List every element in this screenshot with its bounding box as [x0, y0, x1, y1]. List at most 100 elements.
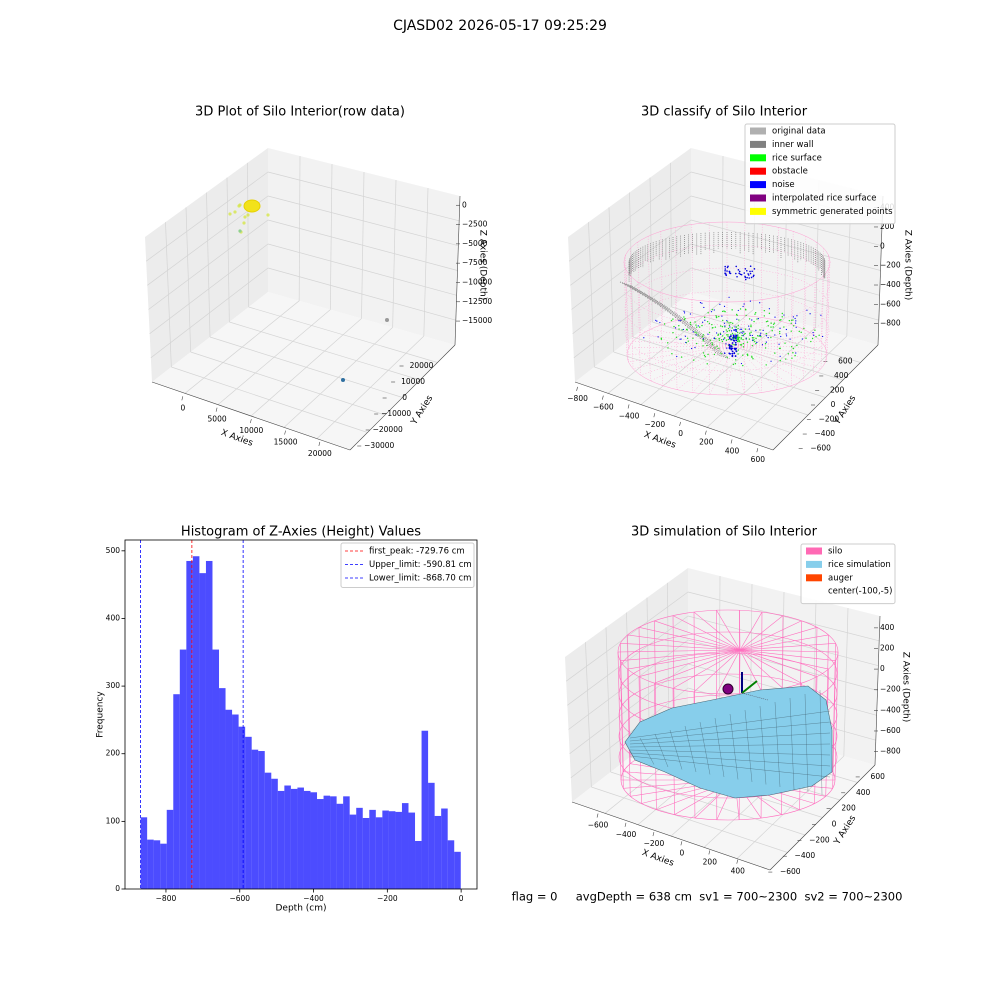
decor-point	[773, 322, 776, 324]
decor-point	[671, 352, 673, 355]
decor-point	[748, 338, 751, 340]
decor-point	[703, 354, 706, 357]
decor-point	[790, 319, 793, 321]
decor-point	[815, 335, 817, 338]
decor-point	[656, 320, 658, 322]
z-tick-label: −400	[880, 705, 901, 714]
decor	[691, 299, 694, 393]
decor-point	[694, 346, 696, 349]
decor-point	[697, 325, 699, 327]
decor-point	[731, 309, 733, 311]
decor-point	[735, 272, 737, 275]
decor-point	[744, 308, 747, 311]
decor-point	[737, 349, 739, 351]
x-tick-mark	[756, 448, 759, 453]
decor	[649, 299, 663, 305]
decor	[734, 317, 762, 346]
decor-point	[707, 333, 709, 335]
decor	[684, 325, 698, 330]
decor-point	[728, 324, 731, 327]
decor-point	[706, 320, 709, 323]
decor-point	[740, 331, 742, 333]
bar	[408, 812, 416, 889]
decor-point	[742, 305, 744, 308]
decor-point	[765, 335, 768, 337]
decor	[744, 222, 746, 316]
x-tick-label: 200	[703, 857, 718, 866]
decor-point	[760, 335, 762, 338]
decor	[739, 634, 829, 651]
legend-swatch	[750, 207, 766, 215]
decor-point	[702, 352, 705, 354]
decor-point	[743, 333, 745, 336]
decor-point	[735, 334, 738, 337]
decor	[734, 344, 828, 356]
bar	[251, 749, 259, 889]
decor	[707, 344, 720, 350]
decor-point	[795, 320, 797, 322]
legend-box	[744, 123, 896, 225]
decor-point	[727, 327, 730, 330]
decor-point	[750, 325, 752, 328]
decor	[734, 344, 826, 349]
decor-point	[795, 326, 797, 328]
pane-grid-line	[573, 267, 692, 359]
decor-point	[683, 316, 685, 318]
decor-point	[679, 338, 681, 340]
decor	[623, 261, 628, 356]
decor-point	[734, 347, 737, 350]
bar	[225, 709, 233, 889]
y-tick-label: −600	[780, 867, 801, 876]
decor	[624, 290, 830, 372]
pane-grid-line	[690, 267, 879, 321]
decor	[739, 649, 802, 684]
decor-point	[729, 345, 731, 347]
decor-point	[792, 316, 794, 318]
decor-point	[744, 278, 747, 281]
x-tick-mark	[624, 822, 627, 827]
decor	[617, 649, 741, 653]
decor-point	[691, 347, 693, 350]
axis-line	[874, 615, 881, 766]
decor	[629, 743, 831, 748]
decor-point	[731, 350, 734, 353]
bar	[303, 790, 311, 889]
x-tick-label: −400	[619, 411, 640, 420]
decor-point	[765, 332, 768, 335]
decor-point	[670, 319, 673, 322]
decor-point	[237, 204, 241, 208]
chart-title: 3D simulation of Silo Interior	[631, 525, 818, 540]
bar	[245, 736, 252, 889]
decor-point	[702, 338, 705, 341]
decor-point	[678, 325, 680, 327]
decor-point	[822, 335, 824, 338]
pane-grid-line	[267, 267, 456, 321]
bar	[336, 803, 344, 889]
decor-point	[704, 319, 706, 321]
z-tick-label: −200	[880, 685, 901, 694]
figure-title: CJASD02 2026-05-17 09:25:29	[393, 18, 607, 34]
decor-point	[707, 353, 709, 356]
decor-point	[710, 311, 713, 313]
decor	[650, 344, 736, 381]
decor	[825, 255, 829, 349]
legend-swatch	[806, 560, 822, 568]
decor-point	[736, 275, 738, 278]
decor	[625, 268, 629, 362]
decor-point	[744, 328, 747, 330]
z-tick-label: 0	[462, 200, 467, 209]
decor-point	[743, 331, 745, 333]
z-tick-label: 400	[880, 623, 895, 632]
decor	[632, 344, 736, 369]
decor-point	[704, 356, 707, 358]
decor-point	[727, 334, 729, 336]
decor-point	[792, 325, 795, 327]
decor	[687, 327, 700, 332]
decor-point	[747, 273, 749, 275]
decor-point	[785, 335, 788, 337]
decor-point	[731, 354, 734, 357]
decor-point	[714, 326, 717, 328]
decor	[760, 299, 763, 393]
decor-point	[246, 213, 250, 217]
decor-point	[686, 329, 688, 331]
